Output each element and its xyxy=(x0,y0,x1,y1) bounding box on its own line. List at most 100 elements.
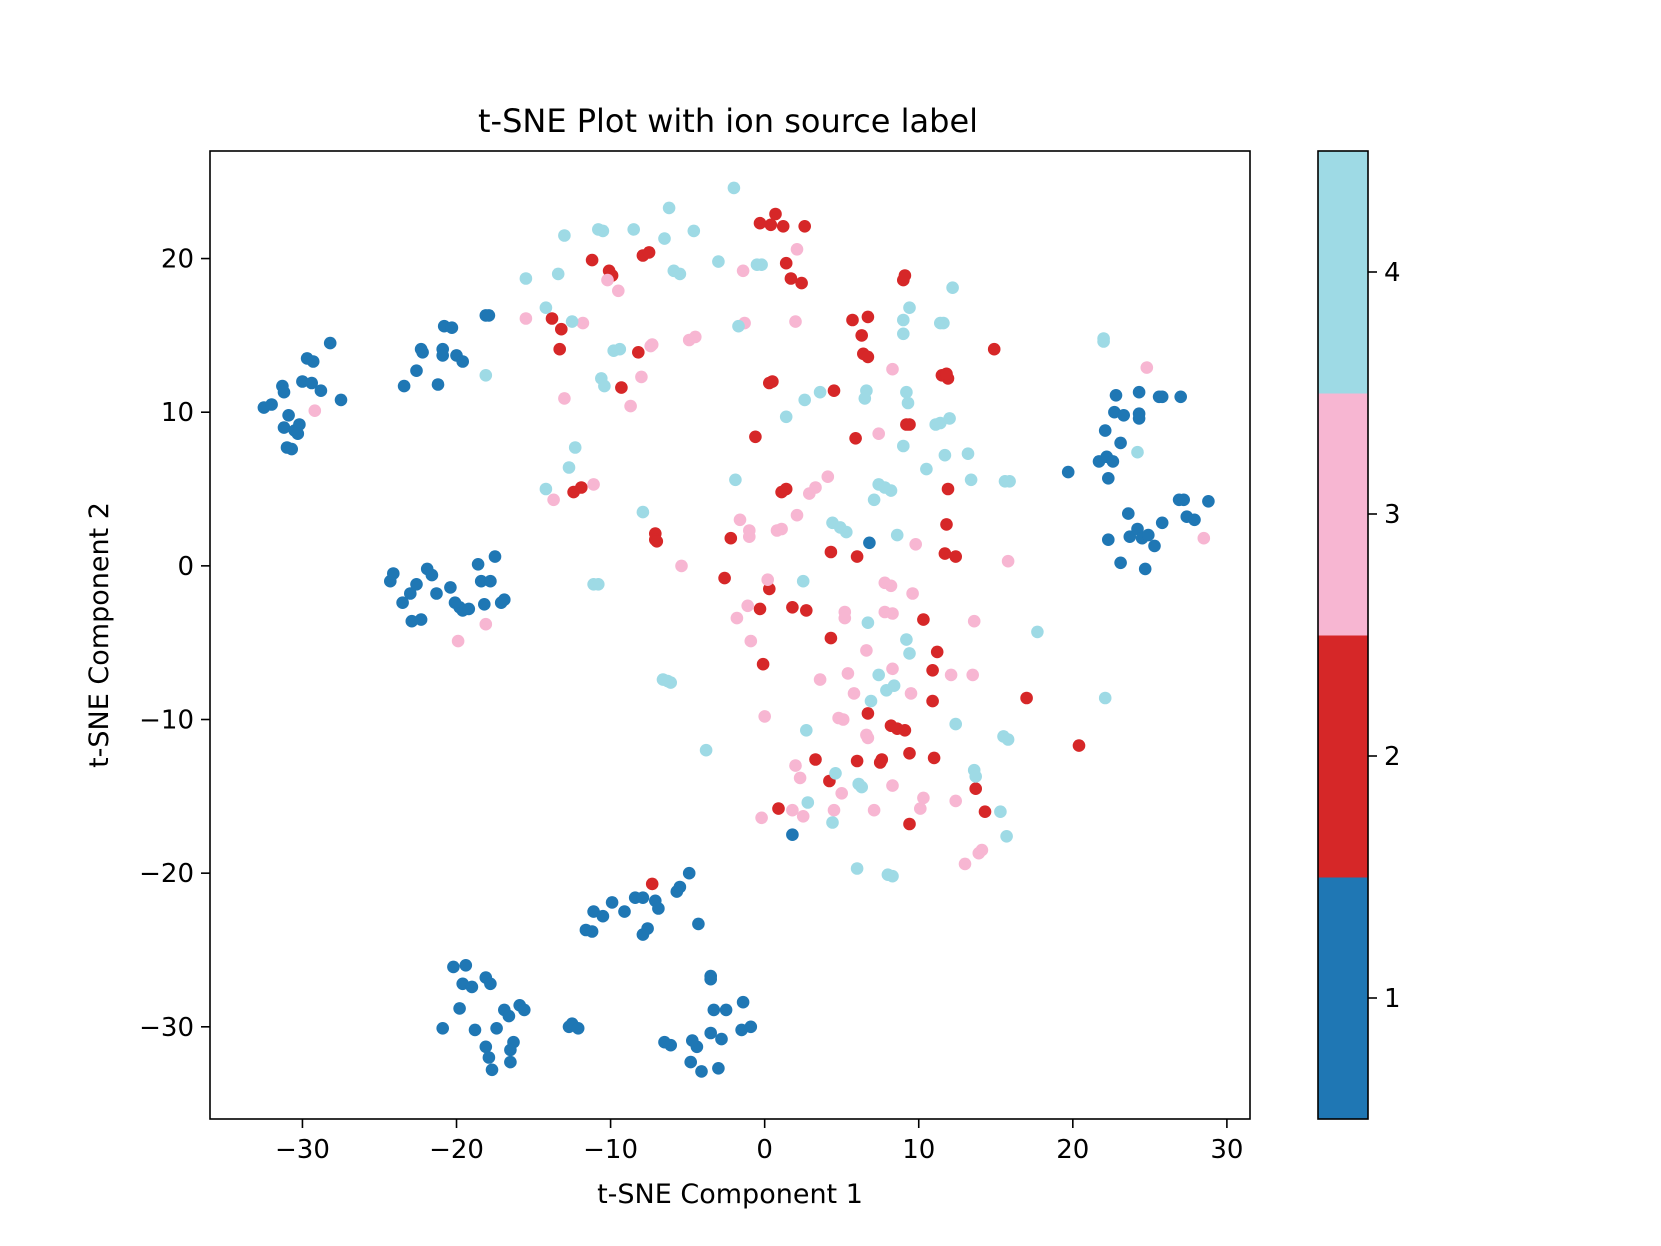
data-point xyxy=(692,917,705,931)
data-point xyxy=(1098,424,1112,437)
data-point xyxy=(861,310,875,324)
data-point xyxy=(940,518,953,531)
data-point xyxy=(479,1040,493,1054)
data-point xyxy=(789,315,802,328)
data-point xyxy=(1114,556,1127,570)
data-point xyxy=(958,857,972,871)
data-point xyxy=(886,869,899,883)
y-tick-label: 10 xyxy=(161,398,194,428)
data-point xyxy=(308,404,322,418)
data-point xyxy=(305,376,319,390)
data-point xyxy=(673,267,687,281)
data-point xyxy=(645,338,659,351)
data-point xyxy=(900,633,913,646)
data-point xyxy=(558,392,571,405)
data-point xyxy=(903,647,916,660)
data-point xyxy=(479,617,493,631)
data-point xyxy=(1123,530,1137,543)
data-point xyxy=(453,1002,466,1015)
x-tick-label: 10 xyxy=(902,1135,935,1165)
data-point xyxy=(884,579,898,593)
data-point xyxy=(465,980,479,994)
data-point xyxy=(650,535,664,548)
y-tick-label: −30 xyxy=(139,1013,194,1043)
data-point xyxy=(1020,691,1033,705)
data-point xyxy=(1102,533,1115,546)
data-point xyxy=(829,767,842,780)
y-tick-label: −20 xyxy=(139,859,194,889)
data-point xyxy=(562,461,576,474)
data-point xyxy=(927,751,941,765)
data-point xyxy=(776,220,790,233)
data-point xyxy=(826,816,839,829)
x-tick-label: 20 xyxy=(1056,1135,1089,1165)
plot-background xyxy=(210,151,1250,1119)
data-point xyxy=(456,355,470,368)
data-point xyxy=(941,482,955,496)
data-point xyxy=(789,759,802,772)
data-point xyxy=(798,393,811,407)
data-point xyxy=(969,770,982,783)
data-point xyxy=(387,567,400,580)
data-point xyxy=(585,253,599,267)
data-point xyxy=(451,634,465,648)
data-point xyxy=(1102,472,1115,485)
data-point xyxy=(800,604,813,617)
x-tick-label: −30 xyxy=(275,1135,330,1165)
data-point xyxy=(850,754,864,768)
data-point xyxy=(282,409,295,422)
data-point xyxy=(755,258,768,272)
data-point xyxy=(903,747,916,760)
data-point xyxy=(847,687,861,700)
data-point xyxy=(1001,733,1015,746)
data-point xyxy=(715,1032,728,1046)
data-point xyxy=(861,731,875,745)
data-point xyxy=(766,375,779,388)
data-point xyxy=(860,644,873,657)
data-point xyxy=(1114,436,1127,450)
data-point xyxy=(519,312,533,325)
x-tick-label: 0 xyxy=(756,1135,773,1165)
data-point xyxy=(539,301,553,315)
data-point xyxy=(764,218,778,232)
data-point xyxy=(587,905,600,918)
data-point xyxy=(601,273,614,287)
data-point xyxy=(490,1022,503,1035)
data-point xyxy=(753,216,767,230)
data-point xyxy=(904,687,918,700)
data-point xyxy=(555,322,568,336)
data-point xyxy=(719,1003,733,1017)
data-point xyxy=(641,922,654,935)
data-point xyxy=(553,342,566,356)
data-point xyxy=(592,578,605,591)
data-point xyxy=(801,796,815,809)
colorbar-segment xyxy=(1318,151,1368,394)
data-point xyxy=(571,1022,585,1035)
data-point xyxy=(636,505,650,519)
data-point xyxy=(277,385,291,399)
colorbar-segment xyxy=(1318,393,1368,636)
data-point xyxy=(1142,528,1155,542)
data-point xyxy=(863,536,876,550)
data-point xyxy=(903,301,916,315)
data-point xyxy=(636,891,650,904)
data-point xyxy=(880,684,893,697)
data-point xyxy=(769,207,782,221)
data-point xyxy=(718,571,731,585)
data-point xyxy=(786,828,799,841)
data-point xyxy=(898,269,912,282)
data-point xyxy=(587,478,600,491)
points-layer xyxy=(257,181,1215,1078)
data-point xyxy=(410,364,423,378)
data-point xyxy=(786,803,799,817)
data-point xyxy=(518,1003,531,1017)
data-point xyxy=(265,398,278,411)
data-point xyxy=(850,862,864,875)
data-point xyxy=(860,384,873,398)
data-point xyxy=(484,574,497,588)
data-point xyxy=(790,243,804,256)
data-point xyxy=(730,611,744,625)
data-point xyxy=(1117,409,1130,422)
data-point xyxy=(1140,361,1154,374)
series-label-2 xyxy=(545,207,1086,891)
